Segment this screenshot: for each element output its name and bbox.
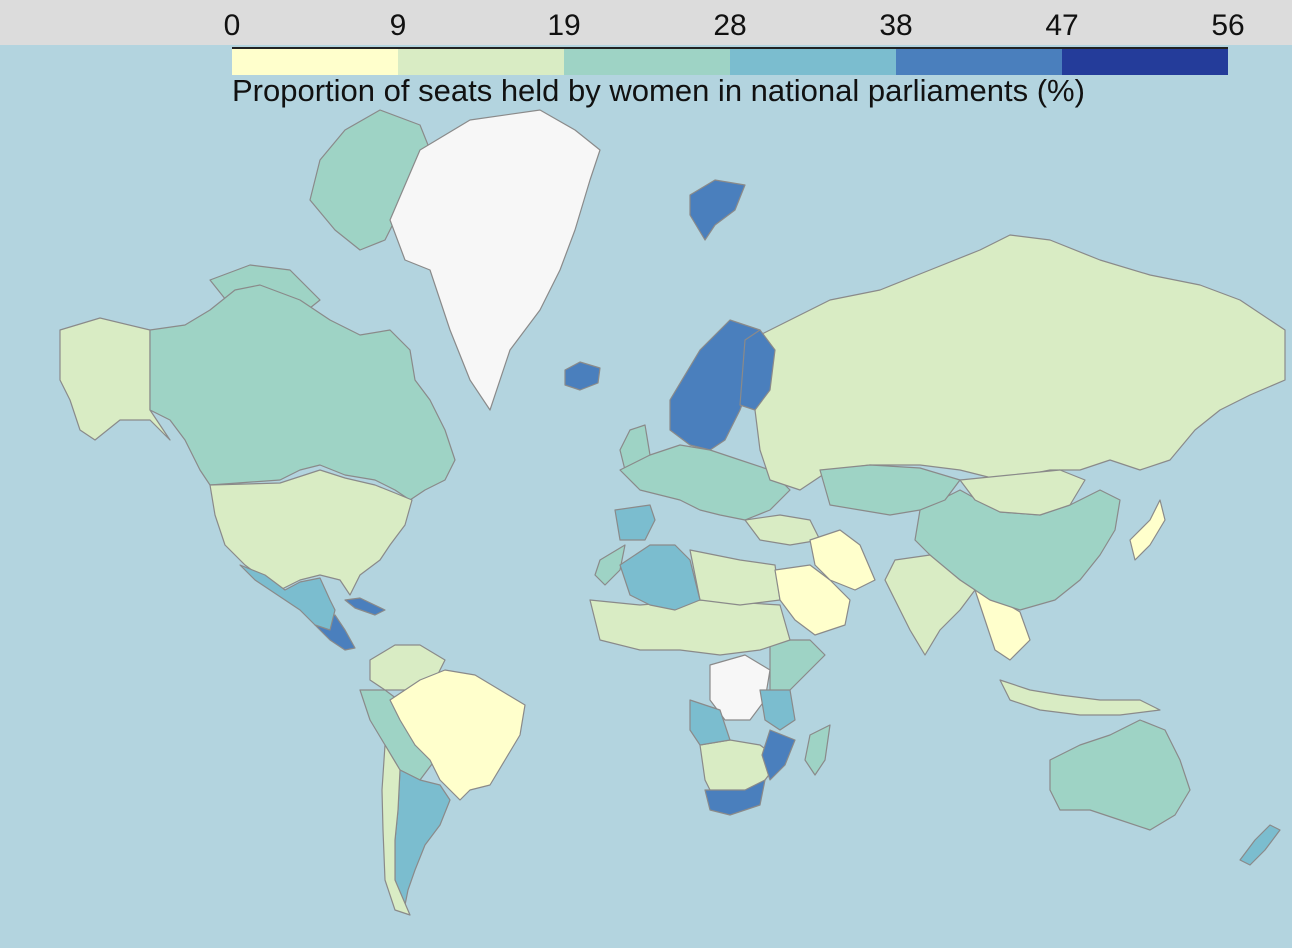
region-new-zealand[interactable]: New Zealand <box>1240 825 1280 865</box>
region-cuba[interactable]: Cuba <box>345 598 385 615</box>
colorbar-bin <box>564 49 730 75</box>
legend-tick-label: 38 <box>879 9 912 43</box>
colorbar-bin <box>232 49 398 75</box>
colorbar-bin <box>398 49 564 75</box>
legend-tick-label: 28 <box>713 9 746 43</box>
region-russia[interactable]: Russia <box>750 235 1285 490</box>
region-australia[interactable]: Australia <box>1050 720 1190 830</box>
region-japan[interactable]: Japan <box>1130 500 1165 560</box>
color-legend: 0 9 19 28 38 47 56 Proportion of seats held by… <box>0 0 1292 110</box>
region-spain[interactable]: Spain <box>615 505 655 540</box>
region-tanzania[interactable]: Tanzania <box>760 690 795 730</box>
region-libya-egypt[interactable] <box>690 550 780 605</box>
region-madagascar[interactable] <box>805 725 830 775</box>
colorbar-bin <box>1062 49 1228 75</box>
region-united-states[interactable]: United States <box>210 470 412 595</box>
region-turkey-caucasus[interactable] <box>745 515 820 545</box>
legend-tick-label: 47 <box>1045 9 1078 43</box>
region-indonesia[interactable] <box>1000 680 1160 715</box>
legend-tick-label: 9 <box>390 9 407 43</box>
colorbar-bin <box>896 49 1062 75</box>
region-algeria[interactable]: Algeria <box>620 545 700 610</box>
legend-tick-label: 0 <box>224 9 241 43</box>
region-svalbard[interactable]: Svalbard <box>690 180 745 240</box>
region-sahel[interactable] <box>590 600 790 655</box>
legend-tick-label: 56 <box>1211 9 1244 43</box>
region-argentina[interactable]: Argentina <box>395 770 450 905</box>
legend-title: Proportion of seats held by women in nat… <box>232 73 1085 109</box>
region-iceland[interactable]: Iceland <box>565 362 600 390</box>
colorbar-bin <box>730 49 896 75</box>
region-canada[interactable]: Canada <box>150 285 455 500</box>
colorbar <box>232 47 1228 75</box>
region-greenland[interactable]: Greenland <box>390 110 600 410</box>
legend-tick-label: 19 <box>547 9 580 43</box>
world-map[interactable]: CanadaUnited StatesMexicoGreenlandBrazil… <box>0 45 1292 948</box>
